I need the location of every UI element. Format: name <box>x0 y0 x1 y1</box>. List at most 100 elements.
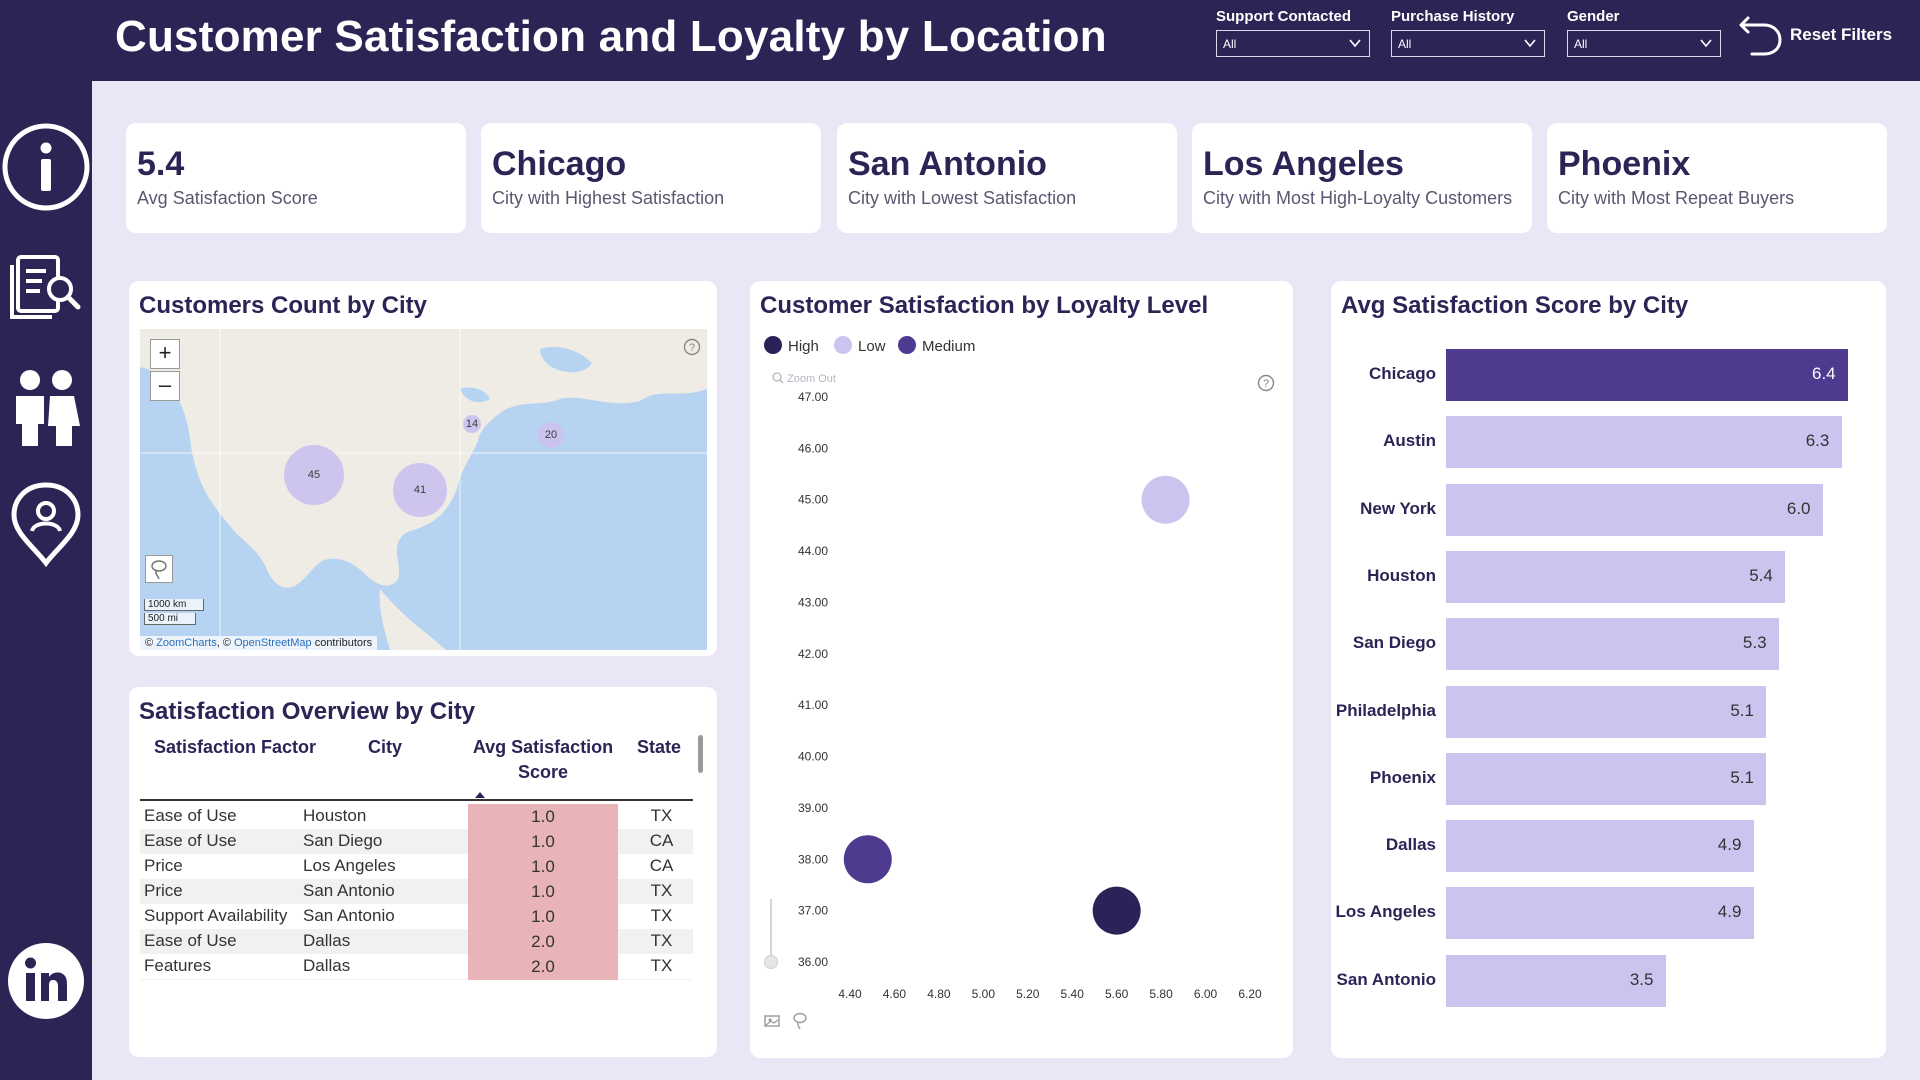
cell-avg-score: 1.0 <box>468 904 618 929</box>
map-cluster-chicago[interactable]: 14 <box>463 415 481 433</box>
bar-category-label: Los Angeles <box>1335 902 1436 922</box>
purchase-history-dropdown[interactable]: All <box>1391 30 1545 57</box>
table-row[interactable]: Ease of Use San Diego 1.0 CA <box>140 829 693 854</box>
sidebar-item-linkedin[interactable] <box>0 941 92 1021</box>
cell-state: CA <box>649 831 674 850</box>
bar-houston[interactable] <box>1446 550 1786 603</box>
table-row[interactable]: Features Dallas 2.0 TX <box>140 954 693 979</box>
map-area[interactable]: 45 41 14 20 + – ? 1000 km 500 mi © ZoomChar… <box>140 329 707 650</box>
table-row[interactable]: Ease of Use Dallas 2.0 TX <box>140 929 693 954</box>
y-tick-label: 39.00 <box>798 801 828 815</box>
sidebar-item-location[interactable] <box>0 481 92 567</box>
bar-san-antonio[interactable] <box>1446 954 1666 1007</box>
kpi-value: San Antonio <box>848 145 1047 183</box>
bar-new-york[interactable] <box>1446 483 1823 536</box>
legend-swatch-medium <box>898 336 916 354</box>
help-icon[interactable]: ? <box>1257 374 1275 392</box>
table-row[interactable]: Price San Antonio 1.0 TX <box>140 879 693 904</box>
bar-category-label: Dallas <box>1385 835 1436 855</box>
sidebar-item-report-search[interactable] <box>0 251 92 321</box>
cell-avg-score: 1.0 <box>468 854 618 879</box>
column-header-city[interactable]: City <box>367 737 402 757</box>
map-zoom-out-button[interactable]: – <box>150 371 180 401</box>
openstreetmap-link[interactable]: OpenStreetMap <box>233 637 312 649</box>
table-row[interactable]: Ease of Use Houston 1.0 TX <box>140 804 693 829</box>
kpi-card-highest-satisfaction: Chicago City with Highest Satisfaction <box>481 123 821 233</box>
svg-text:?: ? <box>1263 378 1269 390</box>
location-person-icon <box>11 482 81 567</box>
map-lasso-button[interactable] <box>145 555 173 583</box>
table-row[interactable]: FeaturesPhiladelphia2.0PA <box>140 979 693 980</box>
x-tick-label: 5.80 <box>1149 987 1173 1001</box>
image-icon[interactable] <box>764 1014 780 1028</box>
scatter-point-high[interactable] <box>1092 886 1141 935</box>
attrib-post: contributors <box>311 637 373 649</box>
avg-satisfaction-by-city-bar-card: Avg Satisfaction Score by City Chicago 6.… <box>1331 281 1886 1058</box>
bar-category-label: Chicago <box>1368 364 1436 383</box>
y-zoom-slider-handle[interactable] <box>764 955 778 969</box>
cell-factor: Price <box>144 881 183 900</box>
lasso-icon[interactable] <box>792 1012 808 1030</box>
legend-item-high[interactable]: High <box>764 336 819 355</box>
map-cluster-northeast[interactable]: 20 <box>538 422 564 448</box>
column-header-avg-satisfaction[interactable]: Avg Satisfaction Score <box>472 737 614 782</box>
kpi-card-lowest-satisfaction: San Antonio City with Lowest Satisfactio… <box>837 123 1177 233</box>
kpi-value: 5.4 <box>137 145 185 183</box>
slicer-label: Support Contacted <box>1216 8 1351 25</box>
y-tick-label: 43.00 <box>798 595 828 609</box>
scatter-point-low[interactable] <box>1141 475 1190 524</box>
legend-item-medium[interactable]: Medium <box>898 336 975 355</box>
legend-item-low[interactable]: Low <box>834 336 886 355</box>
sidebar-item-info[interactable] <box>0 121 92 213</box>
cell-avg-score: 1.0 <box>468 829 618 854</box>
svg-text:?: ? <box>689 342 695 354</box>
bar-chicago[interactable] <box>1446 349 1848 401</box>
bar-philadelphia[interactable] <box>1446 685 1767 738</box>
legend-label: Low <box>858 338 886 355</box>
map-zoom-in-button[interactable]: + <box>150 339 180 369</box>
x-tick-label: 5.60 <box>1105 987 1129 1001</box>
y-zoom-slider-track <box>770 899 772 967</box>
bar-category-label: Austin <box>1383 431 1436 451</box>
table-row[interactable]: Support Availability San Antonio 1.0 TX <box>140 904 693 929</box>
kpi-card-most-high-loyalty: Los Angeles City with Most High-Loyalty … <box>1192 123 1532 233</box>
map-cluster-california[interactable]: 45 <box>284 445 344 505</box>
reset-filters-button[interactable]: Reset Filters <box>1738 8 1910 58</box>
bar-value-label: 4.9 <box>1717 835 1742 855</box>
legend-label: High <box>788 338 819 355</box>
bar-san-diego[interactable] <box>1446 618 1779 671</box>
kpi-value: Los Angeles <box>1203 145 1404 183</box>
zoomcharts-link[interactable]: ZoomCharts <box>156 637 217 649</box>
attrib-pre: © <box>145 637 157 649</box>
cluster-count: 45 <box>307 469 321 481</box>
table-row[interactable]: Price Los Angeles 1.0 CA <box>140 854 693 879</box>
x-tick-label: 6.00 <box>1194 987 1218 1001</box>
table-scrollbar[interactable] <box>698 735 703 773</box>
y-tick-label: 40.00 <box>798 750 828 764</box>
kpi-value: Chicago <box>492 145 627 183</box>
zoom-out-label: Zoom Out <box>787 373 836 385</box>
column-header-satisfaction-factor[interactable]: Satisfaction Factor <box>153 737 317 757</box>
y-tick-label: 44.00 <box>798 544 828 558</box>
bar-austin[interactable] <box>1446 416 1842 469</box>
scatter-plot: 47.00 46.00 45.00 44.00 43.00 42.00 41.00 40.00… <box>798 390 1262 1001</box>
cell-state: TX <box>650 806 673 825</box>
support-contacted-dropdown[interactable]: All <box>1216 30 1370 57</box>
customers-by-city-map-card: Customers Count by City 45 41 14 20 + – ? <box>129 281 717 656</box>
kpi-label: Avg Satisfaction Score <box>137 188 318 208</box>
bar-value-label: 5.4 <box>1749 565 1773 585</box>
bar-los-angeles[interactable] <box>1446 887 1754 940</box>
column-header-state[interactable]: State <box>636 737 681 757</box>
cell-avg-score: 1.0 <box>468 804 618 829</box>
sort-ascending-icon <box>475 792 485 798</box>
sidebar-item-customers[interactable] <box>0 366 92 448</box>
map-cluster-texas[interactable]: 41 <box>393 463 447 517</box>
zoom-out-control[interactable]: Zoom Out <box>772 372 836 385</box>
bar-dallas[interactable] <box>1446 820 1754 873</box>
cell-avg-score: 2.0 <box>468 929 618 954</box>
help-icon[interactable]: ? <box>683 338 701 356</box>
scatter-point-medium[interactable] <box>843 835 892 884</box>
bar-phoenix[interactable] <box>1446 752 1767 805</box>
gender-dropdown[interactable]: All <box>1567 30 1721 57</box>
header: Customer Satisfaction and Loyalty by Loc… <box>0 0 1920 81</box>
